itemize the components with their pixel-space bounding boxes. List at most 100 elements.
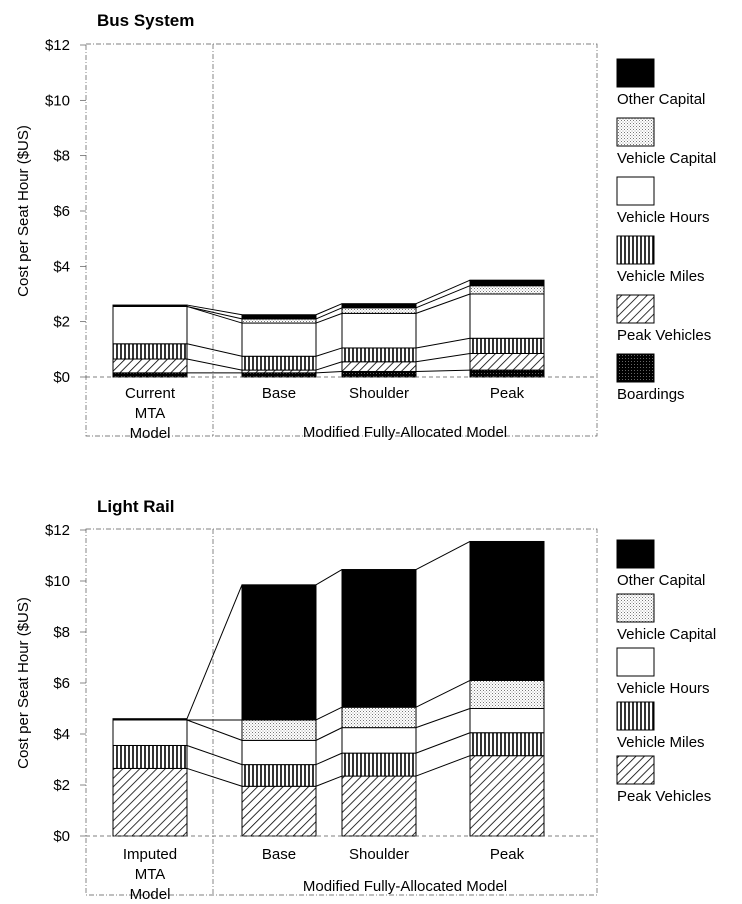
bar-segment-boardings — [241, 372, 317, 378]
bar-segment-other-capital — [112, 304, 188, 307]
y-tick-label: $0 — [53, 828, 70, 845]
series-connector — [415, 279, 471, 305]
bar-segment-vehicle-miles — [469, 337, 545, 354]
series-connector — [186, 719, 243, 741]
category-label: Shoulder — [349, 846, 409, 863]
bar-segment-vehicle-capital — [469, 679, 545, 710]
bar-segment-vehicle-hours — [341, 727, 417, 754]
bar-segment-vehicle-miles — [241, 355, 317, 371]
category-label: Base — [262, 385, 296, 402]
group-label: Modified Fully-Allocated Model — [303, 878, 507, 895]
y-tick-label: $2 — [53, 314, 70, 331]
bar-segment-vehicle-hours — [241, 322, 317, 357]
bar-segment-vehicle-hours — [341, 312, 417, 349]
series-connector — [315, 361, 343, 371]
legend-label: Peak Vehicles — [617, 788, 711, 805]
chart-title: Bus System — [97, 11, 194, 30]
series-connector — [315, 303, 343, 316]
bar-segment-vehicle-capital — [241, 719, 317, 741]
category-label: MTA — [135, 866, 166, 883]
bar-segment-other-capital — [469, 540, 545, 681]
plot-frame — [85, 43, 598, 437]
legend-swatch-vehicle-miles — [616, 235, 655, 265]
group-label: Modified Fully-Allocated Model — [303, 424, 507, 441]
y-tick-label: $10 — [45, 573, 70, 590]
legend-swatch-peak-vehicles — [616, 755, 655, 785]
y-tick-label: $6 — [53, 203, 70, 220]
y-tick-label: $2 — [53, 777, 70, 794]
bar-segment-vehicle-hours — [112, 719, 188, 746]
legend-swatch-other-capital — [616, 58, 655, 88]
legend-swatch-peak-vehicles — [616, 294, 655, 324]
series-connector — [186, 584, 243, 719]
bar-segment-peak-vehicles — [112, 767, 188, 837]
series-connector — [186, 305, 243, 320]
y-tick-label: $8 — [53, 148, 70, 165]
bar-segment-boardings — [112, 372, 188, 378]
legend-swatch-vehicle-hours — [616, 176, 655, 206]
series-connector — [315, 307, 343, 320]
bar-segment-other-capital — [112, 718, 188, 721]
chart-title: Light Rail — [97, 497, 174, 516]
bar-segment-other-capital — [469, 279, 545, 287]
bar-segment-vehicle-miles — [112, 744, 188, 769]
category-label: Model — [130, 886, 171, 903]
category-label: Peak — [490, 385, 525, 402]
legend-label: Peak Vehicles — [617, 327, 711, 344]
bar-segment-other-capital — [241, 584, 317, 721]
bar-segment-vehicle-miles — [341, 347, 417, 363]
series-connector — [315, 347, 343, 357]
legend-swatch-vehicle-capital — [616, 593, 655, 623]
series-connector — [315, 727, 343, 741]
bar-segment-other-capital — [341, 569, 417, 708]
series-connector — [186, 305, 243, 324]
series-connector — [415, 680, 471, 708]
bar-segment-vehicle-miles — [241, 764, 317, 787]
legend-swatch-boardings — [616, 353, 655, 383]
y-tick-label: $10 — [45, 92, 70, 109]
legend-swatch-vehicle-miles — [616, 701, 655, 731]
bar-segment-vehicle-hours — [241, 739, 317, 766]
series-connector — [315, 569, 343, 586]
series-connector — [315, 752, 343, 766]
series-connector — [415, 285, 471, 309]
category-label: Model — [130, 425, 171, 442]
bar-segment-vehicle-capital — [241, 318, 317, 324]
legend-label: Other Capital — [617, 572, 705, 589]
category-label: Imputed — [123, 846, 177, 863]
legend-label: Boardings — [617, 386, 685, 403]
series-connector — [186, 358, 243, 371]
bar-segment-vehicle-capital — [341, 307, 417, 314]
series-connector — [415, 369, 471, 372]
bar-segment-vehicle-capital — [341, 706, 417, 729]
series-connector — [186, 304, 243, 316]
bar-segment-peak-vehicles — [469, 755, 545, 837]
bar-segment-vehicle-hours — [469, 708, 545, 734]
bus-system-chart: Bus System $0 $2 $4 $6 $8 $10 $12 Cost per Seat … — [15, 11, 716, 442]
legend-label: Vehicle Miles — [617, 734, 705, 751]
series-connector — [315, 370, 343, 374]
bar-segment-other-capital — [241, 314, 317, 320]
bar-segment-peak-vehicles — [241, 785, 317, 837]
series-connector — [315, 312, 343, 324]
category-label: Base — [262, 846, 296, 863]
bar-segment-vehicle-miles — [341, 752, 417, 777]
category-label: Peak — [490, 846, 525, 863]
bar-segment-vehicle-capital — [469, 285, 545, 295]
bar-segment-boardings — [341, 370, 417, 378]
legend-label: Vehicle Hours — [617, 209, 710, 226]
series-connector — [315, 775, 343, 787]
y-tick-label: $0 — [53, 369, 70, 386]
series-connector — [415, 541, 471, 570]
bar-segment-vehicle-hours — [112, 305, 188, 345]
series-connector — [415, 293, 471, 314]
bar-segment-peak-vehicles — [341, 775, 417, 837]
series-connector — [415, 732, 471, 754]
legend-label: Vehicle Hours — [617, 680, 710, 697]
y-tick-label: $8 — [53, 624, 70, 641]
y-tick-label: $4 — [53, 726, 70, 743]
series-connector — [315, 706, 343, 721]
bar-segment-vehicle-miles — [469, 732, 545, 757]
y-axis-label: Cost per Seat Hour ($US) — [15, 597, 32, 769]
